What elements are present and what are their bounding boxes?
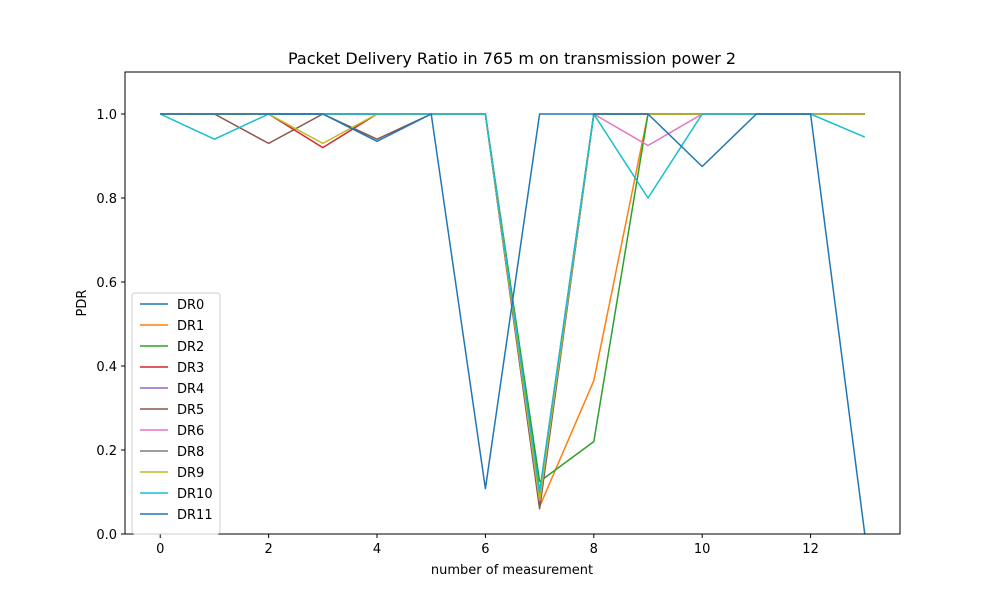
series-line-dr11: [160, 113, 866, 535]
y-tick-label: 0.4: [96, 360, 117, 375]
legend-box: [131, 292, 221, 535]
y-tick-label: 0.6: [96, 276, 117, 291]
x-tick-label: 8: [590, 542, 598, 557]
x-axis: 0 2 4 6 8 10 12: [156, 534, 819, 557]
x-tick-label: 10: [694, 542, 711, 557]
y-tick-label: 0.8: [96, 192, 117, 207]
x-tick-label: 12: [802, 542, 819, 557]
legend-label-dr6: DR6: [177, 424, 204, 439]
x-tick-label: 6: [481, 542, 489, 557]
y-axis-label: PDR: [75, 290, 90, 317]
legend-label-dr8: DR8: [177, 445, 204, 460]
y-tick-label: 0.0: [96, 528, 117, 543]
legend: DR0 DR1 DR2 DR3 DR4 DR5 DR6 DR8 DR9 DR10 DR11: [131, 292, 221, 535]
x-tick-label: 0: [156, 542, 164, 557]
legend-label-dr5: DR5: [177, 403, 204, 418]
legend-label-dr0: DR0: [177, 298, 204, 313]
chart-title: Packet Delivery Ratio in 765 m on transm…: [288, 49, 736, 68]
series-layer: [159, 113, 866, 535]
x-tick-label: 2: [264, 542, 272, 557]
legend-label-dr1: DR1: [177, 319, 204, 334]
x-tick-label: 4: [373, 542, 381, 557]
y-axis: 0.0 0.2 0.4 0.6 0.8 1.0: [96, 108, 125, 543]
legend-label-dr11: DR11: [177, 508, 213, 523]
legend-label-dr10: DR10: [177, 487, 213, 502]
legend-label-dr4: DR4: [177, 382, 204, 397]
y-tick-label: 0.2: [96, 444, 117, 459]
legend-label-dr2: DR2: [177, 340, 204, 355]
legend-label-dr3: DR3: [177, 361, 204, 376]
plot-area-frame: [124, 71, 901, 535]
x-axis-label: number of measurement: [431, 563, 593, 578]
y-tick-label: 1.0: [96, 108, 117, 123]
legend-label-dr9: DR9: [177, 466, 204, 481]
